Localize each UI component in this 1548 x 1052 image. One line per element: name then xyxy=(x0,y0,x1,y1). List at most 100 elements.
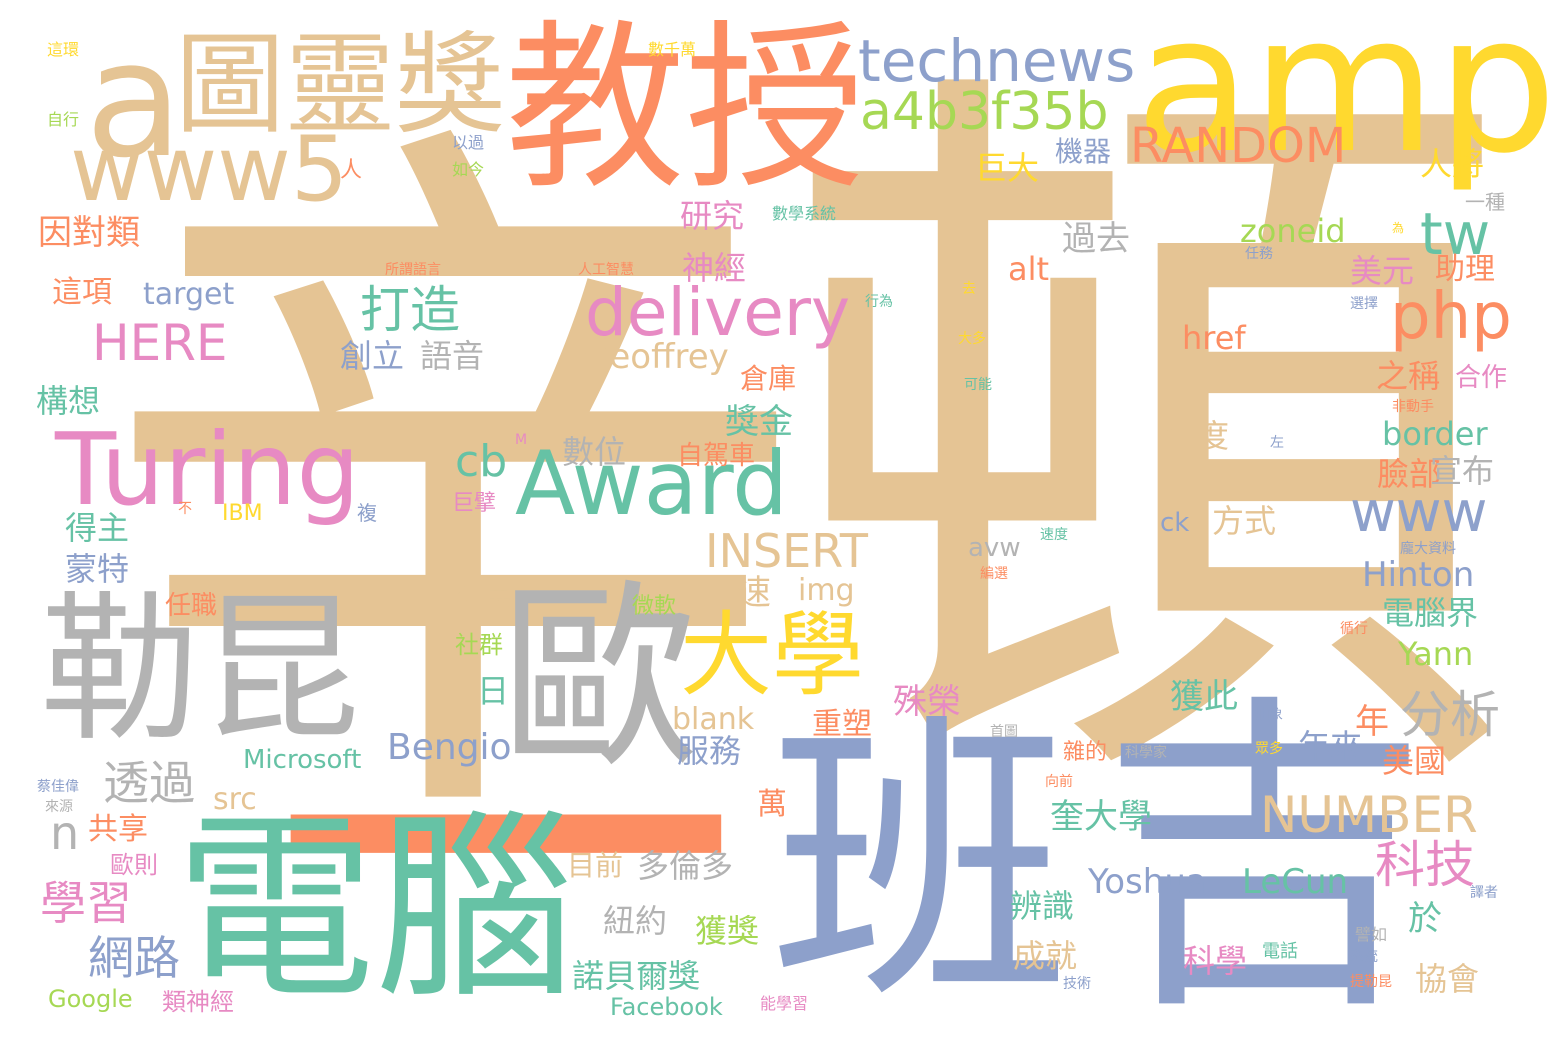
word-php: php xyxy=(1390,280,1512,354)
word-huojiang: 獲獎 xyxy=(695,912,760,950)
word-img: img xyxy=(798,573,855,608)
word-cb: cb xyxy=(455,436,508,487)
word-zuiduo: 眾多 xyxy=(1255,741,1283,757)
word-bu: 不 xyxy=(178,501,192,517)
word-gouxiang: 構想 xyxy=(36,382,101,420)
word-technews: technews xyxy=(858,27,1136,95)
word-zixing: 自行 xyxy=(47,110,80,129)
word-sudu: 速度 xyxy=(1040,527,1068,543)
word-shurong: 殊榮 xyxy=(893,682,961,722)
word-shequn: 社群 xyxy=(455,631,503,659)
word-zhichen: 之稱 xyxy=(1376,357,1441,395)
word-daduo: 大多 xyxy=(958,331,986,347)
word-nengxuexi: 能學習 xyxy=(760,994,809,1013)
word-zhuli: 助理 xyxy=(1435,252,1495,287)
word-laiyuan: 來源 xyxy=(45,799,73,815)
word-yoshua: Yoshua xyxy=(1088,862,1207,902)
word-renzhi: 任職 xyxy=(165,591,218,621)
word-tulingjiang: 圖靈獎 xyxy=(175,21,505,149)
word-a: a xyxy=(85,6,184,193)
word-xiangqian: 向前 xyxy=(1045,774,1073,790)
word-award: Award xyxy=(515,432,789,535)
word-diannao: 電腦 xyxy=(175,793,576,1026)
word-xuanchen: 選擇 xyxy=(1350,296,1378,312)
word-yann: Yann xyxy=(1398,635,1474,673)
word-bianshi: 辨識 xyxy=(1010,887,1075,925)
word-chuangli: 創立 xyxy=(340,337,405,375)
word-huoci: 獲此 xyxy=(1170,677,1238,717)
word-gongxiang: 共享 xyxy=(88,812,148,847)
word-ban: 班 xyxy=(770,690,1070,1039)
word-kuidaxue: 奎大學 xyxy=(1050,797,1152,837)
word-zhexiang: 這項 xyxy=(52,275,112,310)
word-yuyin: 語音 xyxy=(420,337,485,375)
word-shenjing: 神經 xyxy=(682,249,747,287)
word-amp: amp xyxy=(1135,0,1548,195)
word-fu: 複 xyxy=(357,501,377,525)
word-leishenjing: 類神經 xyxy=(162,988,234,1016)
word-fuwu: 服務 xyxy=(677,732,742,770)
word-daxue: 大學 xyxy=(680,602,865,709)
word-renjiang: 人將 xyxy=(1420,145,1485,183)
word-dazao: 打造 xyxy=(360,281,460,339)
word-facebook: Facebook xyxy=(610,993,723,1021)
word-xin: 辛 xyxy=(95,71,815,909)
word-lianbu: 臉部 xyxy=(1377,455,1442,493)
word-le-kun: 勒昆 xyxy=(40,576,361,763)
word-nuobeier: 諾貝爾獎 xyxy=(572,957,701,995)
word-www5: www5 xyxy=(70,117,349,222)
word-n: n xyxy=(50,806,80,860)
word-ren: 人 xyxy=(340,158,363,183)
word-ibm: IBM xyxy=(222,501,263,526)
word-tw: tw xyxy=(1420,200,1491,268)
word-ou: 歐 xyxy=(500,563,701,796)
word-delivery: delivery xyxy=(585,274,851,351)
word-toutuo: 透過 xyxy=(103,756,195,810)
word-mengte: 蒙特 xyxy=(65,550,130,588)
word-dianhua: 電話 xyxy=(1262,941,1298,962)
word-ji: 吉 xyxy=(1100,668,1430,1052)
word-shuqianwan: 數千萬 xyxy=(648,40,697,59)
word-microsoft: Microsoft xyxy=(243,745,362,775)
word-fenxi: 分析 xyxy=(1400,686,1500,744)
word-zijiache: 自駕車 xyxy=(677,441,756,471)
word-keneng: 可能 xyxy=(964,377,992,393)
word-suoweiyuyan: 所謂語言 xyxy=(385,262,441,278)
word-href: href xyxy=(1182,319,1246,357)
word-shuwei: 數位 xyxy=(562,433,627,471)
word-kaixing: 循行 xyxy=(1340,621,1368,637)
word-jiaoshou: 教授 xyxy=(505,5,866,214)
word-zoneid: zoneid xyxy=(1240,212,1346,250)
word-kexuejia: 科學家 xyxy=(1125,745,1167,761)
word-dezhu: 得主 xyxy=(65,509,130,547)
word-xuexi: 學習 xyxy=(40,876,132,930)
word-chengjiu: 成就 xyxy=(1013,937,1078,975)
word-guoqu: 過去 xyxy=(1062,219,1130,259)
word-blank: blank xyxy=(672,702,755,737)
word-yiyu: 譯者 xyxy=(1470,885,1498,901)
word-zuo: 左 xyxy=(1270,435,1284,451)
word-ouze: 歐則 xyxy=(110,851,158,879)
word-caijiawei: 蔡佳偉 xyxy=(37,779,79,795)
word-dun: 頓 xyxy=(775,14,1515,876)
word-chongsu: 重塑 xyxy=(812,707,872,742)
word-weiruan: 微軟 xyxy=(632,594,677,619)
word-xiehui: 協會 xyxy=(1415,960,1480,998)
word-nian: 年 xyxy=(1355,702,1389,742)
word-renwu: 任務 xyxy=(1245,246,1273,262)
word-www: www xyxy=(1350,480,1488,545)
word-src: src xyxy=(213,782,257,817)
word-insert: INSERT xyxy=(705,524,868,578)
word-avw: avw xyxy=(968,533,1021,563)
word-feidongshou: 非動手 xyxy=(1392,399,1434,415)
word-cangku: 倉庫 xyxy=(740,362,797,395)
word-a4b3f35b: a4b3f35b xyxy=(860,82,1109,142)
word-pangdaziliao: 龐大資料 xyxy=(1400,541,1456,557)
word-mu: 目前 xyxy=(567,849,624,882)
word-here: HERE xyxy=(92,314,228,372)
word-duolunduo: 多倫多 xyxy=(637,847,734,885)
word-geoffrey: Geoffrey xyxy=(583,337,729,377)
word-fangshi: 方式 xyxy=(1212,502,1277,540)
word-yanjiu: 研究 xyxy=(680,197,745,235)
